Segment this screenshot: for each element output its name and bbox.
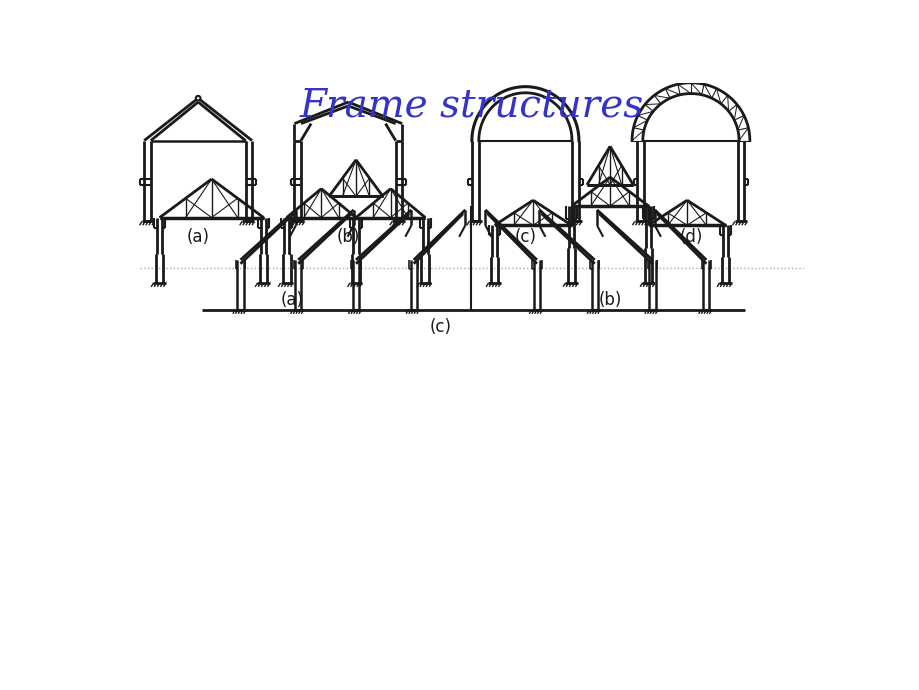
Text: (c): (c): [514, 228, 536, 246]
Text: (b): (b): [597, 291, 621, 309]
Text: (a): (a): [280, 291, 303, 309]
Text: (c): (c): [429, 318, 451, 336]
Text: (d): (d): [678, 228, 702, 246]
Text: (b): (b): [336, 228, 359, 246]
Text: Frame structures: Frame structures: [299, 88, 643, 124]
Text: (a): (a): [187, 228, 210, 246]
Circle shape: [196, 96, 200, 101]
